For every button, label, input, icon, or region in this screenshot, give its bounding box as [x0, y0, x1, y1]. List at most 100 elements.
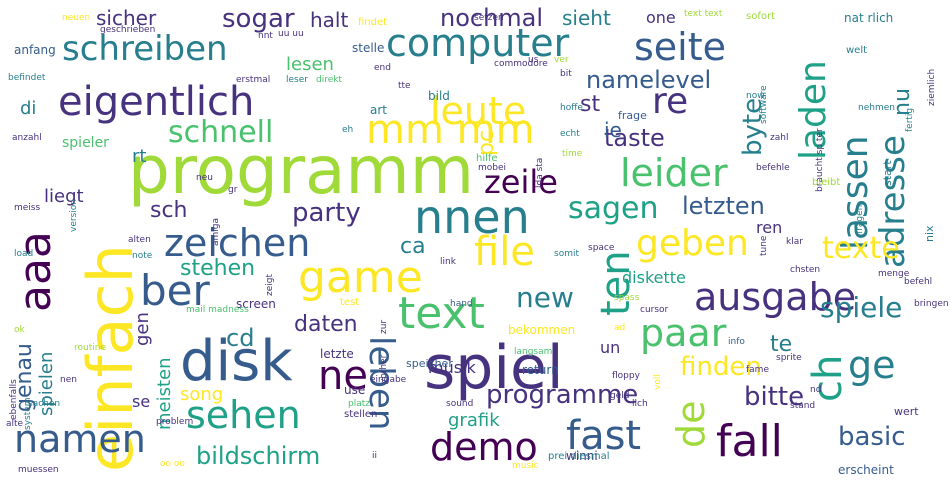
word: mobei [478, 163, 507, 173]
word: time [562, 149, 583, 159]
word: sagen [568, 191, 659, 226]
word: song [180, 384, 224, 405]
word: new [516, 281, 574, 314]
word: setzen [474, 13, 504, 23]
word: cd [226, 324, 255, 352]
word: musik [428, 358, 476, 377]
word: now [746, 91, 765, 101]
word: alte [6, 419, 24, 429]
word: nix [923, 225, 936, 242]
word: hilfe [476, 153, 498, 164]
word: test [340, 297, 360, 308]
word: ad [614, 323, 626, 333]
word: platz [348, 399, 370, 409]
word: uu uu [278, 29, 304, 39]
word: muessen [18, 465, 59, 475]
word: anfang [14, 43, 56, 57]
word: fertig [905, 107, 915, 132]
word: file [474, 229, 535, 275]
word: music [512, 461, 539, 471]
word: ebenfalls [9, 379, 19, 420]
word: sogar [222, 4, 295, 34]
word: demo [430, 425, 538, 469]
word: gen [132, 312, 153, 346]
word: diskette [622, 268, 686, 287]
word: laden [793, 60, 834, 160]
word: hand [450, 299, 473, 309]
word: computer [386, 21, 570, 65]
word: st [580, 92, 601, 117]
word: somit [554, 249, 579, 259]
word: leser [286, 75, 308, 85]
word: ausgabe [694, 275, 857, 319]
word: vorher [379, 354, 389, 384]
word: erstmal [236, 75, 271, 85]
word: leider [620, 151, 728, 195]
word: re [652, 81, 689, 122]
word: namelevel [586, 66, 712, 94]
word: bleibt [812, 177, 841, 188]
word: tune [759, 235, 769, 256]
word: basic [838, 422, 906, 452]
word: bildschirm [196, 442, 321, 470]
word: ie [604, 118, 622, 142]
word: zur [379, 319, 389, 334]
word: stehen [180, 256, 256, 281]
word: daten [294, 312, 358, 337]
word: oo oo [160, 459, 185, 469]
word: use [344, 383, 366, 397]
word: hoffe [560, 103, 583, 113]
word: seite [634, 25, 727, 69]
word: zeichen [164, 221, 311, 265]
word: halt [310, 8, 349, 32]
word: geben [636, 223, 749, 264]
word: problem [156, 417, 194, 427]
word: chsten [790, 265, 821, 275]
word: ge [848, 343, 896, 387]
word: direkt [316, 75, 342, 85]
word: letzten [682, 192, 765, 220]
word: klar [786, 237, 803, 247]
word: return [522, 363, 559, 377]
word: aaa [10, 231, 61, 312]
word: commodore [494, 59, 548, 69]
word: de [669, 400, 713, 449]
word: ziemlich [927, 68, 937, 106]
word: menge [878, 269, 910, 279]
word: programme [486, 380, 639, 410]
word: finden [680, 352, 762, 382]
word: anzahl [12, 133, 42, 143]
word: eigentlich [58, 79, 255, 125]
word: nochmal [440, 4, 544, 32]
word: findet [358, 17, 388, 28]
word: game [298, 252, 423, 303]
word: spass [614, 293, 640, 303]
word: eingabe [370, 375, 407, 385]
word: namen [14, 417, 146, 461]
word: end [374, 63, 391, 73]
word: zeile [484, 163, 558, 201]
word: sch [150, 198, 188, 223]
word: taste [604, 124, 665, 152]
word: leute [430, 89, 527, 133]
word: meiss [14, 203, 41, 213]
word: ii [372, 451, 378, 461]
word: bekommen [508, 323, 576, 337]
word: stelle [352, 41, 385, 55]
word: erscheint [838, 463, 894, 477]
word: te [770, 332, 793, 357]
word: sachen [28, 399, 61, 409]
word: bringen [914, 299, 949, 309]
word: nd [810, 385, 822, 395]
word: sofort [746, 11, 775, 22]
word: amiga [211, 217, 221, 246]
word: befehl [904, 277, 933, 287]
word: fall [716, 416, 783, 467]
word: frage [618, 109, 647, 122]
word: wert [894, 405, 919, 418]
word: lda sta [535, 157, 545, 188]
word: befehle [756, 163, 790, 173]
word: bild [428, 89, 450, 103]
word: text [398, 288, 485, 339]
